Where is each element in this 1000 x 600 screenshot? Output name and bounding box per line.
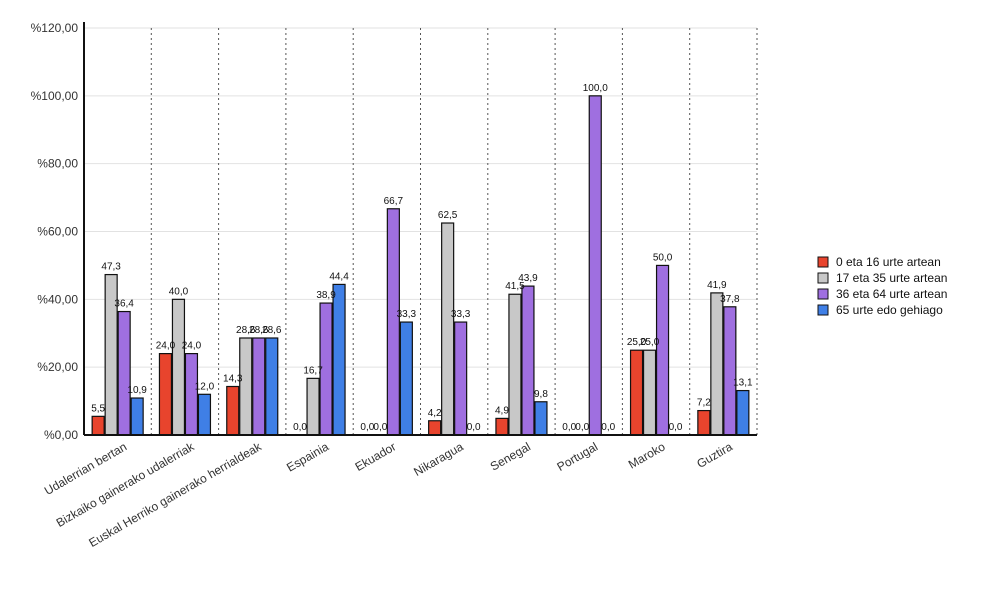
data-label: 25,0 xyxy=(640,337,660,348)
y-tick-label: %120,00 xyxy=(31,21,79,35)
data-label: 62,5 xyxy=(438,210,458,221)
legend-swatch xyxy=(817,304,829,316)
data-label: 40,0 xyxy=(169,286,189,297)
legend-label: 65 urte edo gehiago xyxy=(836,303,943,317)
legend-label: 36 eta 64 urte artean xyxy=(836,287,947,301)
data-label: 37,8 xyxy=(720,294,740,305)
data-label: 44,4 xyxy=(329,271,349,282)
data-label: 25,0 xyxy=(627,337,647,348)
bar xyxy=(332,283,346,436)
x-tick-label: Nikaragua xyxy=(411,439,466,479)
legend-swatch xyxy=(817,288,829,300)
bar xyxy=(226,385,240,436)
bar xyxy=(495,417,509,436)
data-label: 13,1 xyxy=(733,378,753,389)
x-tick-label: Espainia xyxy=(284,439,331,474)
bar xyxy=(239,337,253,436)
x-tick-label: Guztira xyxy=(694,439,735,471)
bar xyxy=(655,264,670,436)
data-label: 0,0 xyxy=(293,422,307,433)
y-tick-label: %80,00 xyxy=(37,157,78,171)
bar xyxy=(697,409,711,436)
legend-swatch xyxy=(817,256,829,268)
bar xyxy=(399,321,413,436)
data-label: 24,0 xyxy=(156,341,176,352)
data-label: 16,7 xyxy=(303,365,323,376)
data-label: 0,0 xyxy=(601,422,615,433)
y-tick-label: %40,00 xyxy=(37,292,78,306)
data-label: 24,0 xyxy=(182,341,202,352)
data-label: 38,9 xyxy=(316,290,336,301)
data-label: 47,3 xyxy=(101,262,121,273)
data-label: 28,6 xyxy=(236,325,256,336)
bar xyxy=(710,292,724,436)
data-label: 43,9 xyxy=(518,273,538,284)
bar xyxy=(130,397,144,436)
legend-label: 17 eta 35 urte artean xyxy=(836,271,947,285)
bar xyxy=(534,401,548,436)
x-tick-label: Ekuador xyxy=(353,439,399,473)
data-label: 33,3 xyxy=(451,309,471,320)
y-tick-label: %20,00 xyxy=(37,360,78,374)
x-tick-label: Maroko xyxy=(626,439,668,471)
data-label: 41,5 xyxy=(505,281,525,292)
bar xyxy=(91,415,105,436)
bar xyxy=(629,349,644,436)
bars xyxy=(91,95,750,436)
bar xyxy=(197,393,212,436)
x-tick-label: Senegal xyxy=(488,439,533,473)
data-label: 0,0 xyxy=(669,422,683,433)
x-tick-label: Portugal xyxy=(555,439,601,473)
data-label: 36,4 xyxy=(114,299,134,310)
data-label: 5,5 xyxy=(91,403,105,414)
y-tick-label: %60,00 xyxy=(37,225,78,239)
bar xyxy=(588,95,602,436)
legend-swatch xyxy=(817,272,829,284)
data-label: 33,3 xyxy=(397,309,417,320)
bar xyxy=(508,293,522,436)
bar xyxy=(158,353,173,436)
data-label: 4,2 xyxy=(428,408,442,419)
data-label: 7,2 xyxy=(697,398,711,409)
data-label: 0,0 xyxy=(575,422,589,433)
legend-label: 0 eta 16 urte artean xyxy=(836,255,941,269)
bar xyxy=(117,310,131,436)
data-label: 0,0 xyxy=(562,422,576,433)
bar xyxy=(184,353,199,436)
data-labels: 5,547,336,410,924,040,024,012,014,328,62… xyxy=(91,83,753,433)
bar xyxy=(454,321,468,436)
bar xyxy=(386,208,400,436)
y-tick-label: %0,00 xyxy=(44,428,78,442)
bar xyxy=(306,377,320,436)
bar xyxy=(265,337,279,436)
bar xyxy=(441,222,455,436)
data-label: 100,0 xyxy=(583,83,608,94)
bar xyxy=(723,306,737,436)
data-label: 41,9 xyxy=(707,280,727,291)
data-label: 50,0 xyxy=(653,252,673,263)
data-label: 0,0 xyxy=(373,422,387,433)
data-label: 28,6 xyxy=(249,325,269,336)
legend: 0 eta 16 urte artean 17 eta 35 urte artea… xyxy=(817,255,947,317)
data-label: 4,9 xyxy=(495,405,509,416)
data-label: 0,0 xyxy=(360,422,374,433)
data-label: 28,6 xyxy=(262,325,282,336)
y-axis: %0,00 %20,00 %40,00 %60,00 %80,00 %100,00 %120… xyxy=(31,21,85,442)
data-label: 12,0 xyxy=(195,381,215,392)
bar xyxy=(252,337,266,436)
bar xyxy=(521,285,535,436)
data-label: 14,3 xyxy=(223,373,243,384)
data-label: 0,0 xyxy=(467,422,481,433)
data-label: 66,7 xyxy=(384,196,404,207)
bar xyxy=(642,349,657,436)
data-label: 10,9 xyxy=(127,385,147,396)
bar xyxy=(171,298,186,436)
bar xyxy=(428,420,442,436)
bar xyxy=(736,389,750,436)
y-tick-label: %100,00 xyxy=(31,89,79,103)
data-label: 9,8 xyxy=(534,389,548,400)
